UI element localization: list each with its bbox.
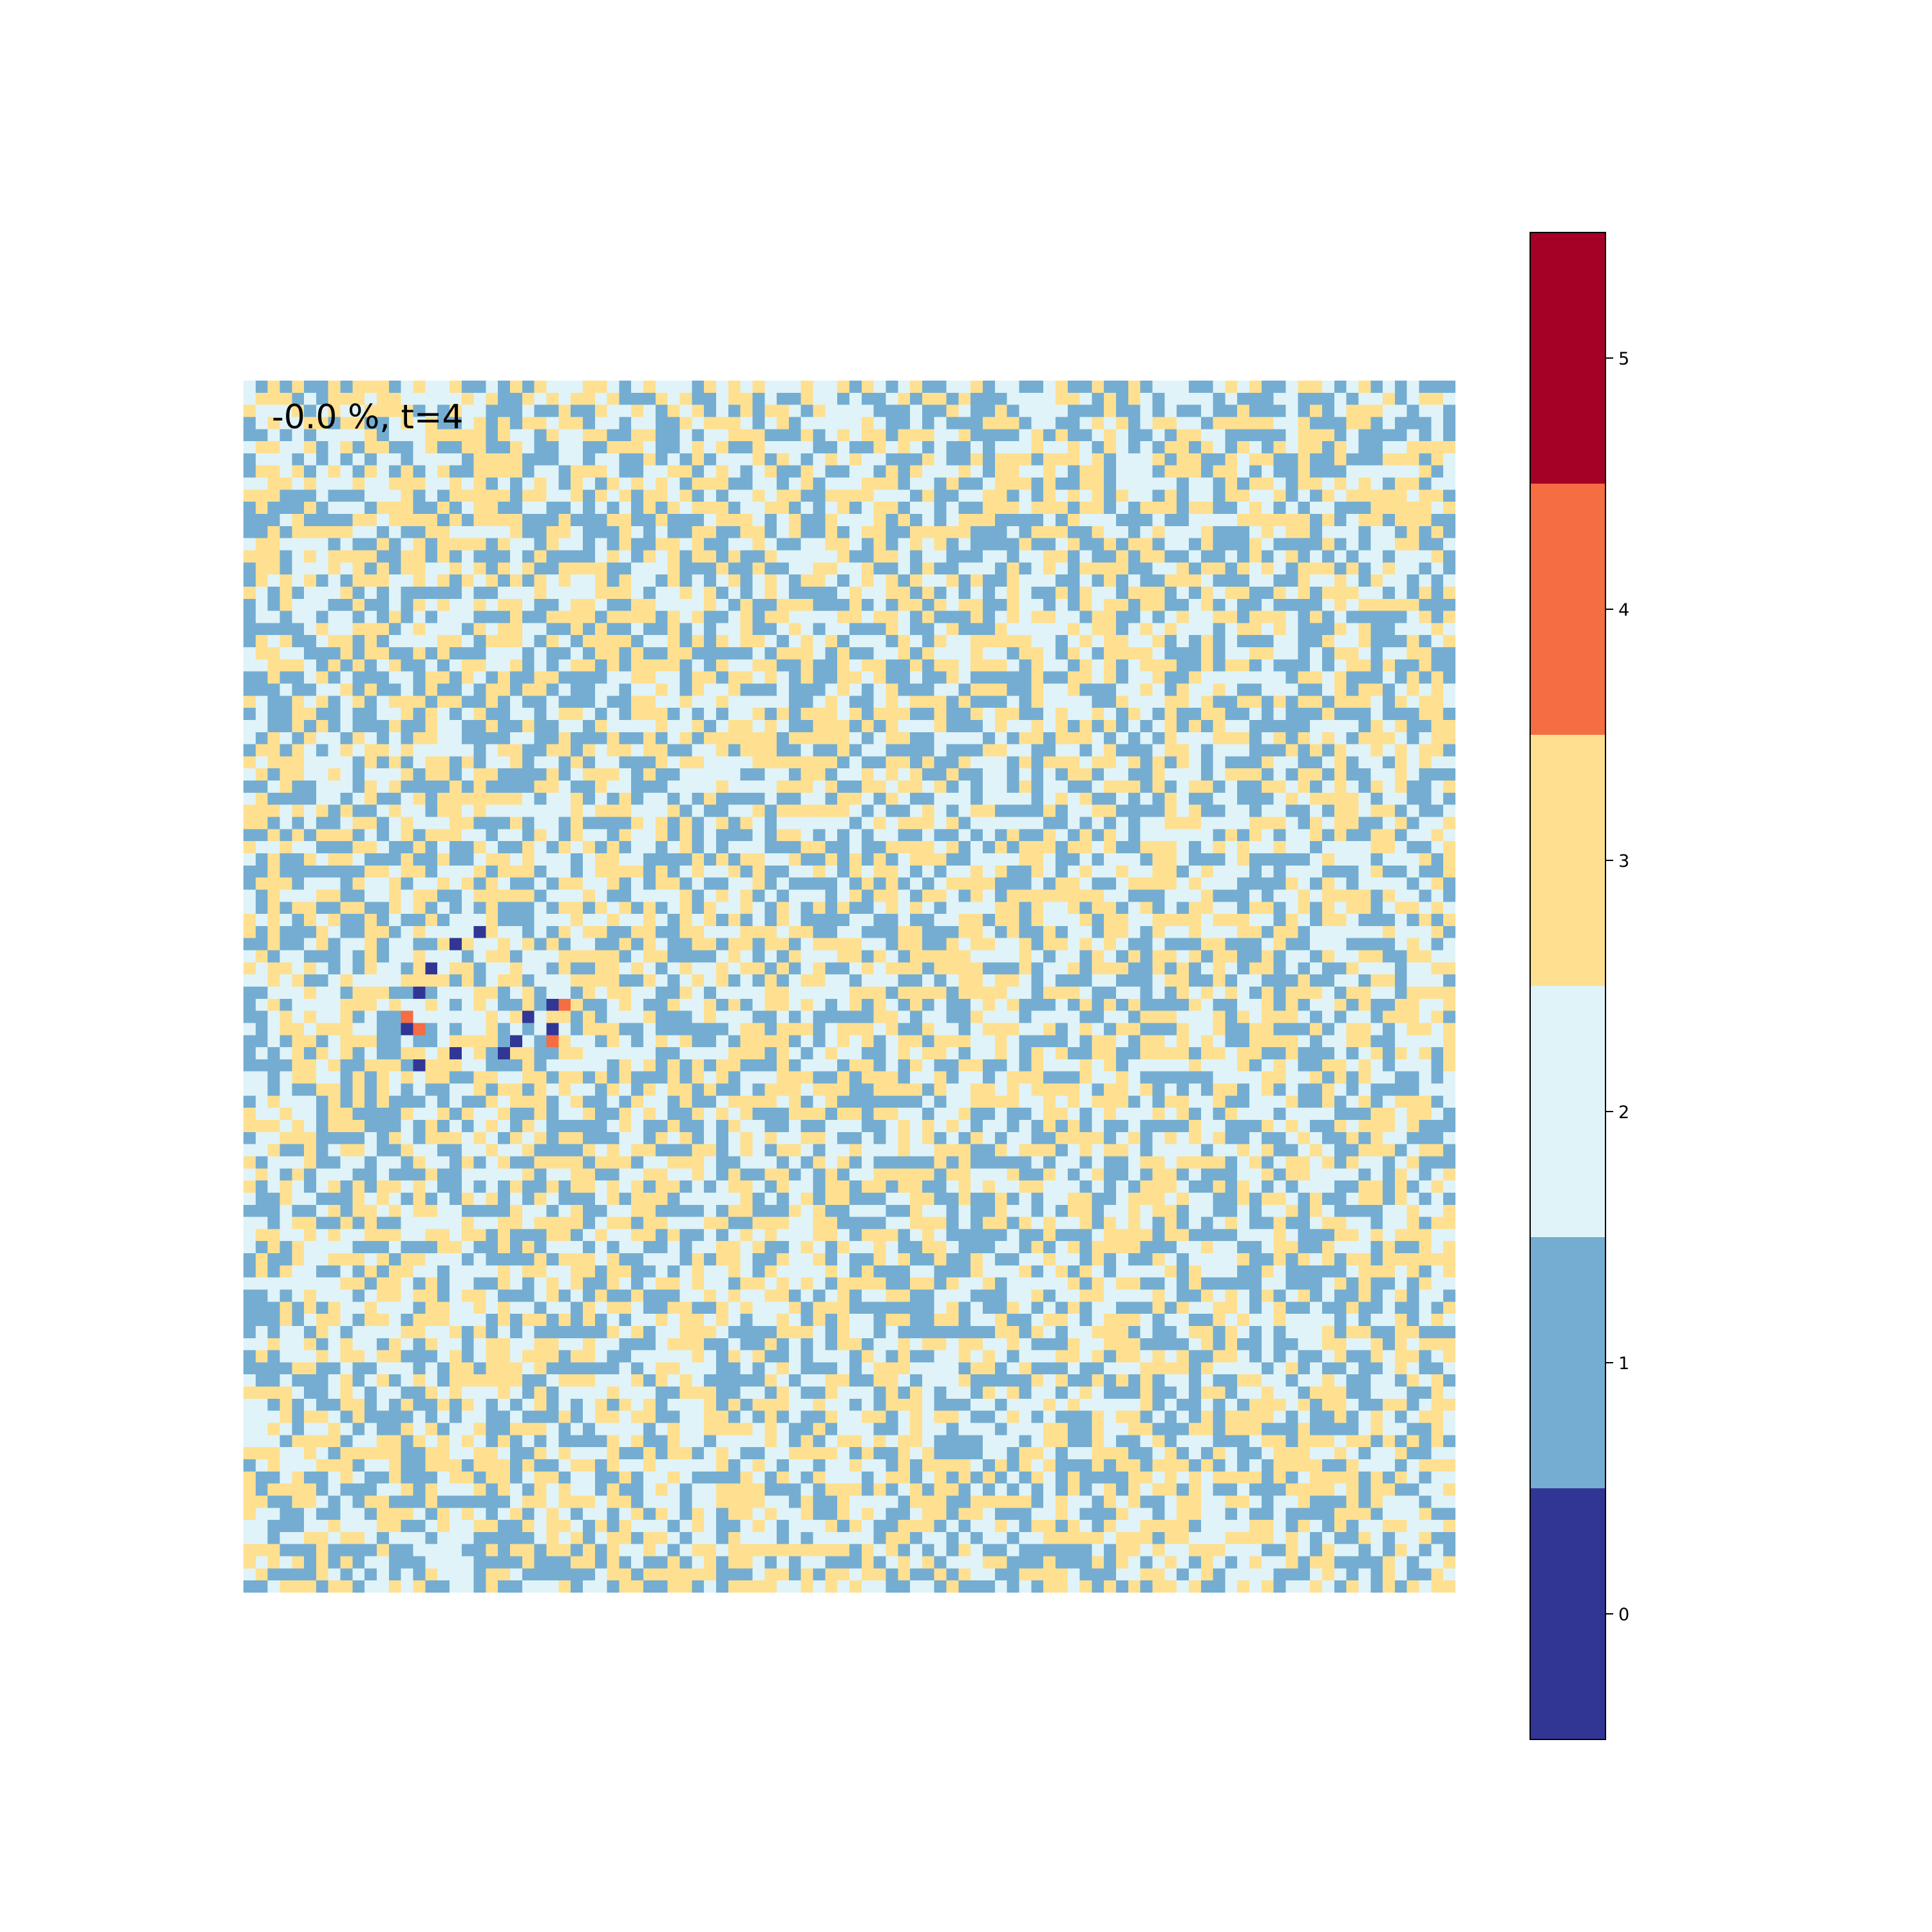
colorbar: 0 1 2 3 4 5 [1530, 232, 1629, 1740]
colorbar-tick-label-0: 0 [1618, 1605, 1629, 1625]
colorbar-tick-label-5: 5 [1618, 349, 1629, 369]
colorbar-tick-label-2: 2 [1618, 1103, 1629, 1122]
colorbar-segment-0 [1530, 1488, 1605, 1739]
heatmap-grid [243, 381, 1455, 1593]
colorbar-tick-label-3: 3 [1618, 851, 1629, 871]
colorbar-segment-5 [1530, 232, 1605, 484]
colorbar-segment-4 [1530, 484, 1605, 735]
colorbar-frame [1530, 232, 1606, 1740]
colorbar-segment-2 [1530, 986, 1605, 1237]
colorbar-segment-3 [1530, 735, 1605, 986]
colorbar-tick-label-4: 4 [1618, 600, 1629, 620]
colorbar-segments [1530, 232, 1605, 1739]
colorbar-ticks: 0 1 2 3 4 5 [1605, 349, 1629, 1625]
colorbar-tick-label-1: 1 [1618, 1354, 1629, 1374]
chart-annotation: -0.0 %, t=4 [272, 398, 464, 437]
colorbar-segment-1 [1530, 1237, 1605, 1488]
